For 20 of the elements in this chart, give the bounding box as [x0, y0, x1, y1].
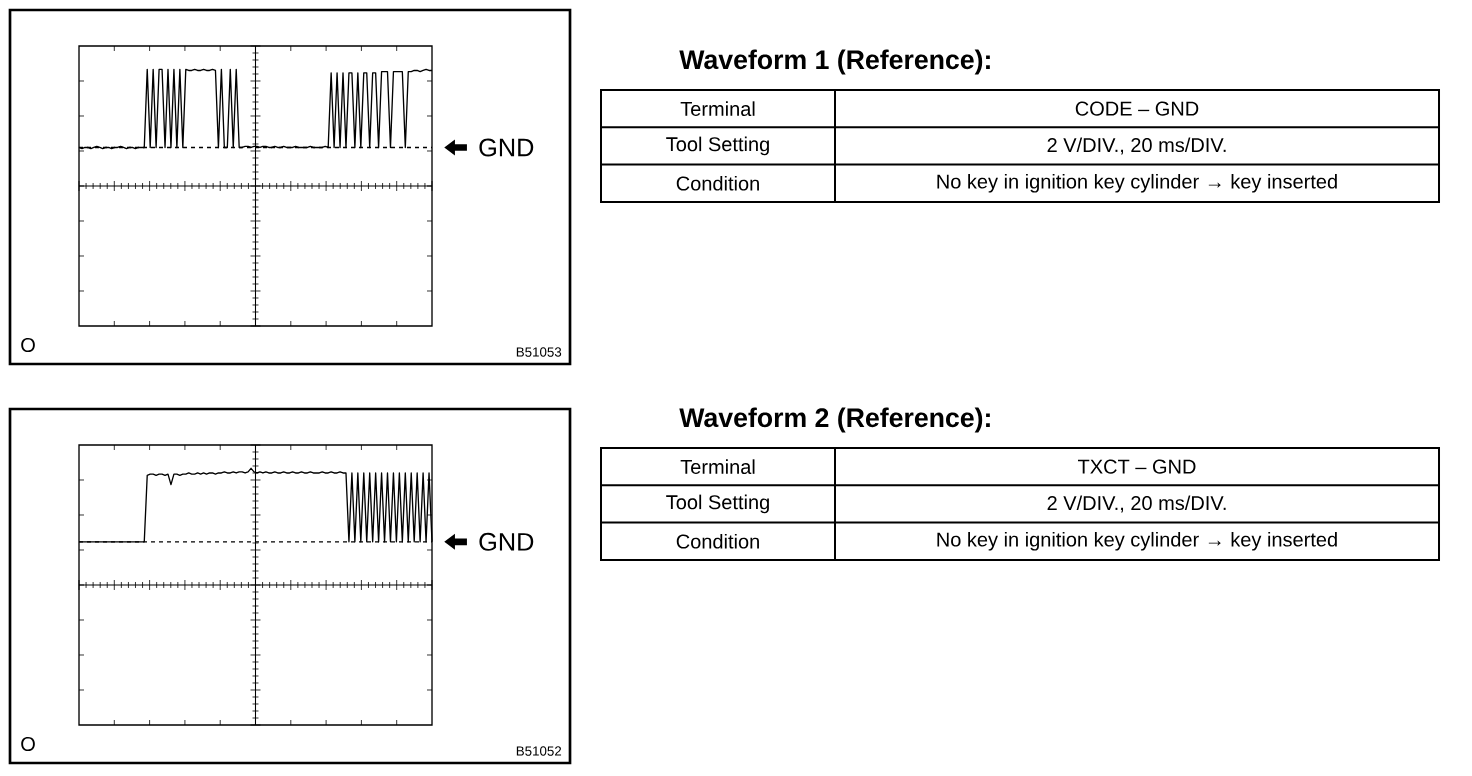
text: Terminal [680, 101, 755, 116]
text: CODE – GND [1075, 101, 1199, 116]
text: Tool Setting [666, 136, 769, 156]
text: No key in ignition key cylinder → key inserted [937, 531, 1337, 551]
text: B51053 [516, 347, 562, 357]
text: Condition [676, 175, 759, 191]
text: Condition [676, 533, 759, 549]
text: B51052 [516, 746, 562, 756]
text: Waveform 1 (Reference): [679, 49, 990, 75]
text: O [21, 337, 35, 353]
ref-line-label: GND [479, 532, 534, 551]
ref-line-label: GND [479, 138, 534, 157]
text: 2 V/DIV., 20 ms/DIV. [1047, 495, 1226, 513]
text: TXCT – GND [1078, 459, 1196, 474]
text: O [21, 736, 35, 752]
text: Tool Setting [666, 494, 769, 514]
text: No key in ignition key cylinder → key inserted [937, 173, 1337, 193]
text: 2 V/DIV., 20 ms/DIV. [1047, 137, 1226, 155]
text: Terminal [680, 459, 755, 474]
text: Waveform 2 (Reference): [679, 407, 990, 433]
